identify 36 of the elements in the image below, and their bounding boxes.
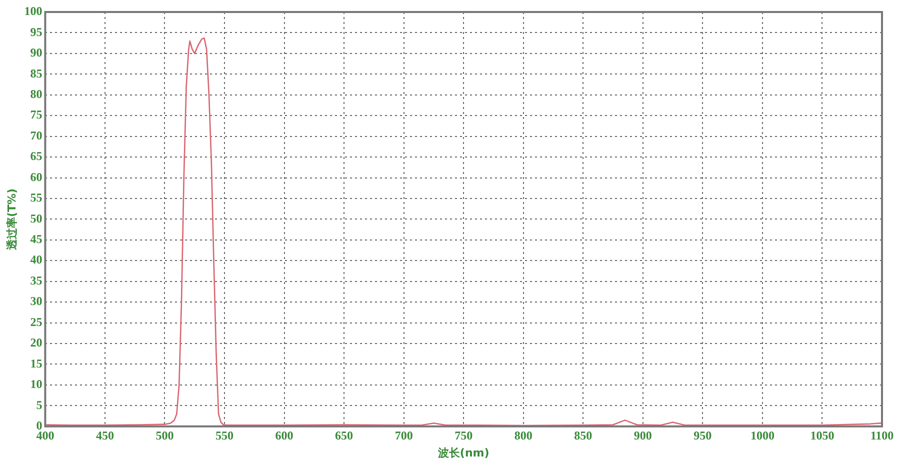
y-tick-label: 15 [30,356,42,370]
x-tick-label: 800 [514,428,532,443]
y-tick-label: 25 [30,314,42,329]
y-tick-label: 95 [30,24,42,39]
x-tick-label: 700 [394,428,413,443]
x-tick-label: 1100 [870,428,894,443]
y-tick-label: 45 [30,232,42,246]
y-tick-label: 10 [30,377,42,392]
x-tick-label: 500 [156,428,174,443]
y-tick-label: 75 [30,108,42,122]
x-tick-label: 550 [216,428,234,443]
y-tick-label: 85 [30,66,42,80]
y-tick-label: 20 [30,336,42,350]
y-axis-title: 透过率(T%) [5,188,18,251]
x-axis-title: 波长(nm) [436,446,490,460]
y-tick-label: 80 [30,86,42,101]
x-tick-label: 600 [275,428,294,443]
y-tick-label: 90 [30,46,42,60]
y-tick-label: 50 [30,211,42,226]
y-tick-label: 55 [30,190,42,205]
x-tick-label: 650 [335,428,354,443]
y-tick-label: 30 [30,294,42,308]
y-tick-label: 35 [30,273,42,288]
y-tick-label: 65 [30,149,42,164]
x-tick-label: 1050 [810,428,834,443]
x-tick-label: 1000 [750,428,774,443]
x-tick-label: 850 [574,428,592,443]
x-tick-label: 900 [634,428,652,443]
y-tick-label: 5 [36,398,42,412]
y-tick-label: 40 [30,252,42,267]
x-tick-label: 950 [694,428,712,443]
x-tick-label: 750 [454,428,473,443]
x-tick-label: 450 [96,428,114,443]
y-tick-label: 60 [30,170,42,184]
y-tick-label: 70 [30,128,42,142]
y-tick-label: 100 [24,4,42,18]
